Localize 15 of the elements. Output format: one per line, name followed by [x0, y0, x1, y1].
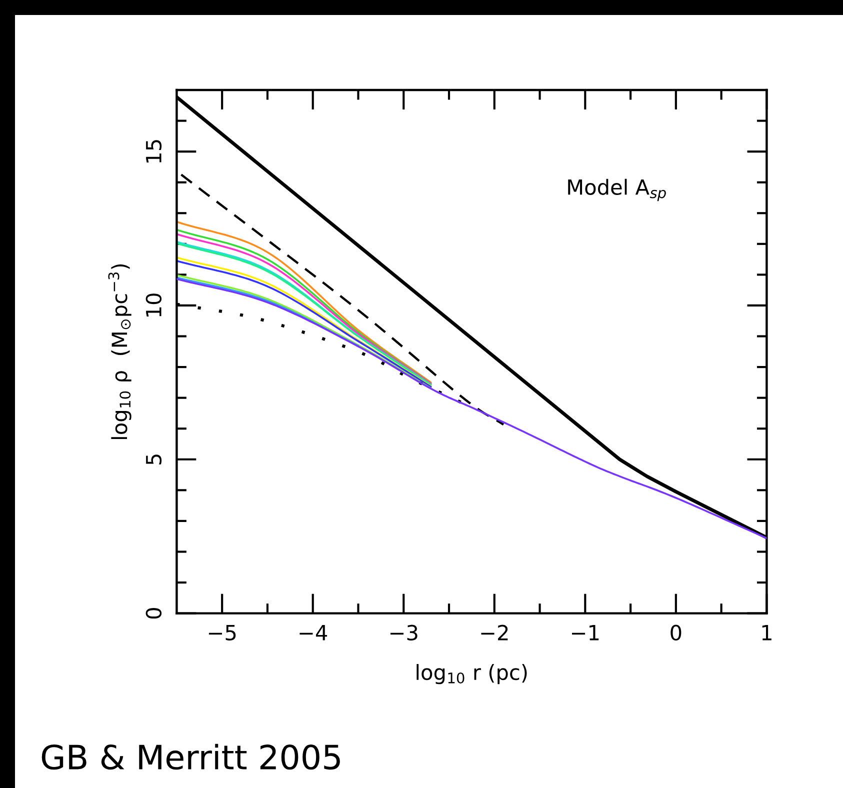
- y-axis-title: log$_{10}$ ρ (M$_{⊙}$pc$^{−3}$): [108, 264, 132, 439]
- annotation: Model A$_{sp}$: [568, 178, 666, 202]
- x-tick-label: −2: [481, 624, 508, 640]
- y-tick-label: 15: [146, 140, 162, 163]
- x-tick-label: −1: [572, 625, 599, 640]
- text: GB & Merritt 2005: [42, 744, 340, 770]
- x-tick-label: −3: [390, 624, 418, 641]
- x-tick-label: −4: [300, 625, 328, 640]
- x-tick-label: −5: [208, 625, 236, 641]
- y-tick-label: 10: [146, 294, 162, 316]
- x-tick-label: 1: [762, 625, 772, 640]
- x-tick-label: 0: [670, 624, 682, 641]
- x-axis-title: log$_{10}$ r (pc): [416, 664, 527, 684]
- y-tick-label: 0: [146, 608, 162, 619]
- y-tick-label: 5: [146, 454, 162, 464]
